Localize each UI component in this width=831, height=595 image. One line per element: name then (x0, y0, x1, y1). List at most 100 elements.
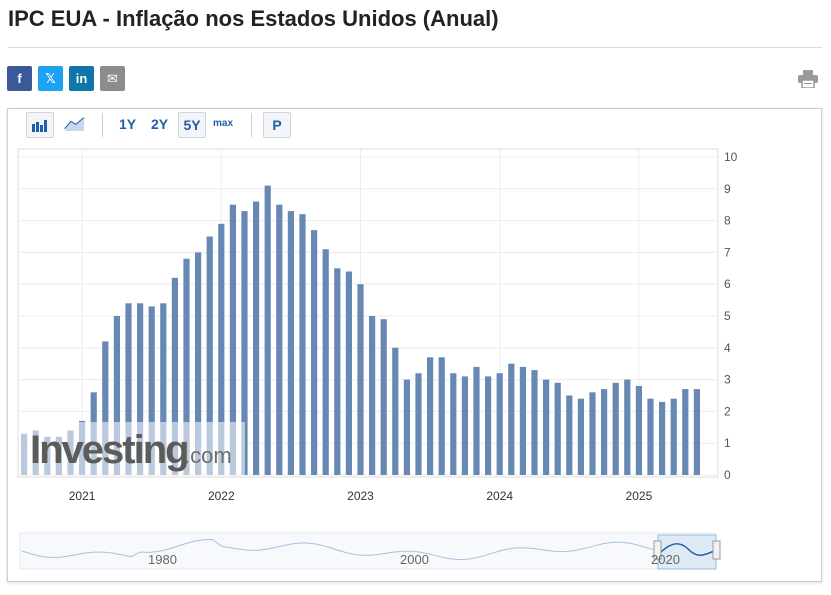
bar[interactable] (415, 373, 422, 475)
bar[interactable] (183, 258, 190, 475)
navigator-selected-line (659, 543, 715, 556)
bar[interactable] (601, 389, 608, 475)
line-chart-button[interactable] (64, 112, 90, 136)
bar[interactable] (299, 214, 306, 475)
bar[interactable] (322, 249, 329, 475)
bar[interactable] (647, 398, 654, 475)
y-axis-labels: 0 1 2 3 4 5 6 7 8 9 10 (724, 150, 738, 482)
linkedin-share-button[interactable]: in (69, 66, 94, 91)
bar[interactable] (624, 379, 631, 475)
bar[interactable] (345, 271, 352, 476)
y-tick-label: 9 (724, 182, 731, 196)
navigator-label-2020: 2020 (651, 552, 680, 567)
bar[interactable] (450, 373, 457, 475)
range-navigator[interactable]: 1980 2000 2020 (19, 532, 721, 570)
bar[interactable] (508, 363, 515, 475)
y-tick-label: 7 (724, 245, 731, 259)
bar[interactable] (635, 386, 642, 475)
print-button[interactable] (798, 70, 818, 93)
bar[interactable] (148, 306, 155, 476)
bar[interactable] (670, 398, 677, 475)
bar[interactable] (357, 284, 364, 475)
bar[interactable] (438, 357, 445, 475)
bar[interactable] (519, 366, 526, 475)
x-tick-label: 2022 (208, 489, 235, 503)
bar[interactable] (659, 401, 666, 475)
bar[interactable] (264, 185, 271, 475)
range-1y-button[interactable]: 1Y (119, 116, 137, 132)
bar[interactable] (682, 389, 689, 475)
x-share-button[interactable]: 𝕏 (38, 66, 63, 91)
y-tick-label: 0 (724, 468, 731, 482)
bar[interactable] (113, 316, 120, 475)
bar[interactable] (253, 201, 260, 476)
bar[interactable] (218, 223, 225, 475)
bar[interactable] (171, 277, 178, 475)
bar[interactable] (241, 211, 248, 475)
bar[interactable] (566, 395, 573, 476)
bar[interactable] (137, 303, 144, 475)
toolbar-separator (251, 113, 252, 137)
range-5y-button[interactable]: 5Y (178, 112, 206, 138)
bar[interactable] (392, 347, 399, 475)
investing-watermark: Investing .com (20, 422, 245, 475)
bar[interactable] (427, 357, 434, 475)
facebook-share-button[interactable]: f (7, 66, 32, 91)
bar[interactable] (125, 303, 132, 475)
x-tick-label: 2021 (69, 489, 96, 503)
x-axis-labels: 2021 2022 2023 2024 2025 (69, 489, 653, 503)
bar-chart-icon (32, 120, 47, 132)
navigator-left-handle[interactable] (653, 540, 662, 560)
bar[interactable] (554, 382, 561, 475)
bar[interactable] (287, 211, 294, 475)
x-icon: 𝕏 (45, 71, 56, 86)
range-max-button[interactable]: max (213, 118, 234, 129)
bar[interactable] (496, 373, 503, 475)
y-tick-label: 6 (724, 277, 731, 291)
watermark-backdrop (20, 422, 245, 475)
bar[interactable] (195, 252, 202, 475)
email-icon: ✉ (107, 71, 118, 86)
bar-chart-button[interactable] (26, 112, 54, 138)
bar[interactable] (334, 268, 341, 475)
navigator-right-handle[interactable] (712, 540, 721, 560)
toolbar-separator (102, 113, 103, 137)
x-tick-label: 2024 (486, 489, 513, 503)
bar[interactable] (380, 319, 387, 475)
chart-container: 1Y 2Y 5Y max P 0 1 2 3 4 5 6 7 8 9 10 2021 2022 2023… (7, 108, 822, 582)
navigator-series-line (21, 538, 659, 561)
p-button[interactable]: P (263, 112, 291, 138)
range-2y-button[interactable]: 2Y (151, 116, 169, 132)
bar[interactable] (311, 230, 318, 475)
x-tick-label: 2023 (347, 489, 374, 503)
bar[interactable] (276, 204, 283, 475)
line-chart-icon (64, 117, 85, 131)
watermark-brand: Investing (30, 428, 188, 472)
navigator-label-1980: 1980 (148, 552, 177, 567)
y-tick-label: 4 (724, 341, 731, 355)
email-share-button[interactable]: ✉ (100, 66, 125, 91)
bar[interactable] (589, 392, 596, 475)
navigator-selection[interactable] (657, 534, 717, 570)
bar[interactable] (403, 379, 410, 475)
chart-svg: 0 1 2 3 4 5 6 7 8 9 10 2021 2022 2023 2024 2025 Invest… (17, 148, 738, 570)
bar[interactable] (461, 376, 468, 475)
bar[interactable] (543, 379, 550, 475)
bar[interactable] (485, 376, 492, 475)
bar[interactable] (473, 366, 480, 475)
bar[interactable] (612, 382, 619, 475)
navigator-label-2000: 2000 (400, 552, 429, 567)
title-divider (8, 47, 822, 48)
bar[interactable] (531, 370, 538, 475)
page-title: IPC EUA - Inflação nos Estados Unidos (A… (8, 6, 499, 31)
bar[interactable] (160, 303, 167, 475)
y-tick-label: 2 (724, 404, 731, 418)
bar[interactable] (693, 389, 700, 475)
bar[interactable] (577, 398, 584, 475)
bar[interactable] (369, 316, 376, 475)
navigator-track (19, 532, 717, 570)
bar[interactable] (229, 204, 236, 475)
watermark-suffix: .com (184, 443, 232, 468)
bar[interactable] (102, 341, 109, 475)
bar[interactable] (206, 236, 213, 476)
